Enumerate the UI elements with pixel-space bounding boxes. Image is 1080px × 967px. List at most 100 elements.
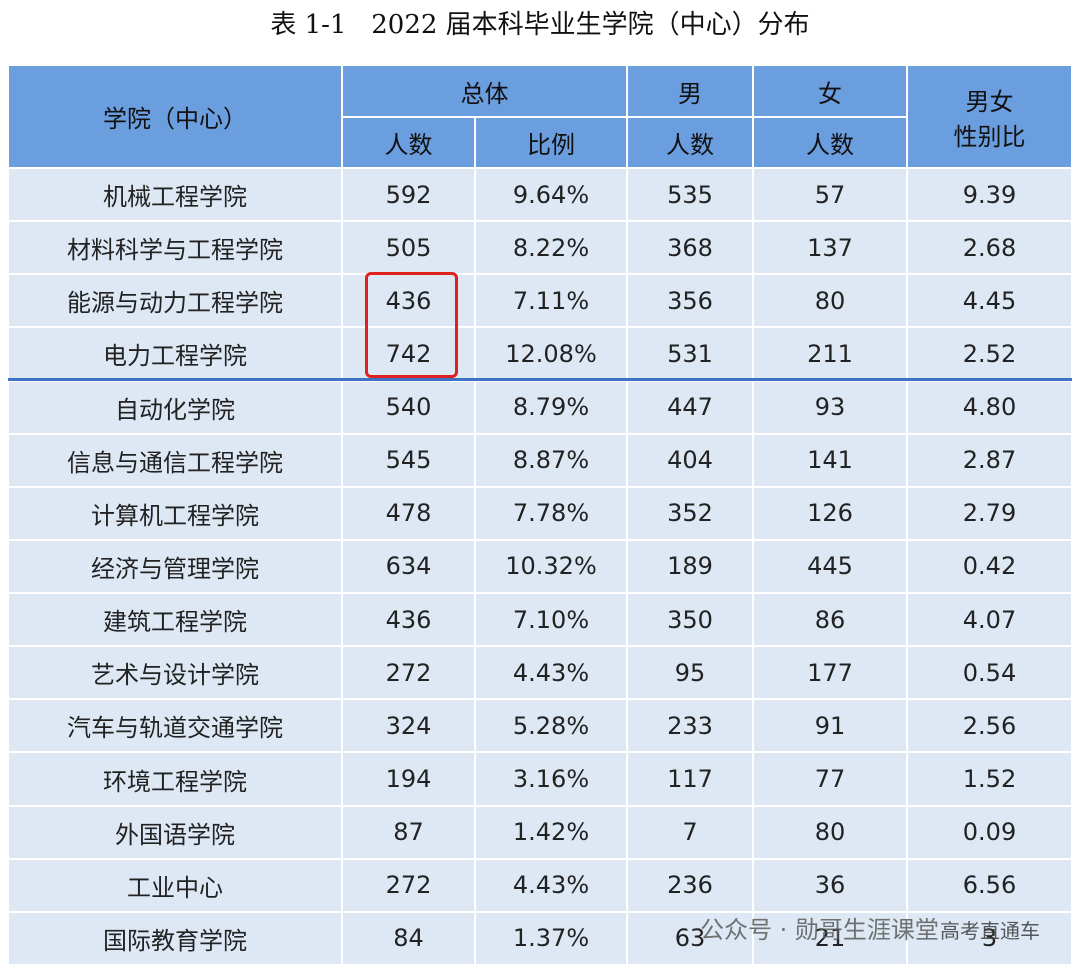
table-cell: 634 <box>342 539 475 594</box>
table-cell: 77 <box>753 752 907 806</box>
table-cell: 2.68 <box>907 221 1072 275</box>
thick-divider <box>8 378 1072 381</box>
table-cell: 9.39 <box>907 168 1072 222</box>
table-cell: 141 <box>753 433 907 487</box>
table-cell: 80 <box>753 274 907 328</box>
table-cell: 84 <box>342 911 475 965</box>
table-cell: 87 <box>342 805 475 859</box>
table-cell: 95 <box>627 646 753 700</box>
table-cell: 324 <box>342 699 475 753</box>
header-line: 性别比 <box>953 122 1026 151</box>
table-cell: 404 <box>627 433 753 487</box>
table-cell: 3 <box>907 911 1072 965</box>
table-cell: 126 <box>753 486 907 540</box>
table-cell: 3.16% <box>475 752 627 806</box>
table-cell: 505 <box>342 221 475 275</box>
header-subcell: 人数 <box>342 117 475 168</box>
table-cell: 445 <box>753 539 907 594</box>
table-cell: 9.64% <box>475 168 627 222</box>
table-cell: 2.52 <box>907 327 1072 381</box>
college-name: 能源与动力工程学院 <box>8 274 342 328</box>
table-cell: 80 <box>753 805 907 859</box>
table-cell: 86 <box>753 593 907 647</box>
table-cell: 93 <box>753 380 907 434</box>
table-cell: 545 <box>342 433 475 487</box>
table-cell: 2.87 <box>907 433 1072 487</box>
college-name: 电力工程学院 <box>8 327 342 381</box>
college-name: 材料科学与工程学院 <box>8 221 342 275</box>
college-name: 自动化学院 <box>8 380 342 434</box>
table-cell: 592 <box>342 168 475 222</box>
table-cell: 8.79% <box>475 380 627 434</box>
header-cell: 总体 <box>342 65 627 117</box>
college-name: 建筑工程学院 <box>8 593 342 647</box>
table-title: 表 1-1 2022 届本科毕业生学院（中心）分布 <box>270 10 810 40</box>
table-cell: 7 <box>627 805 753 859</box>
table-cell: 1.42% <box>475 805 627 859</box>
table-cell: 4.45 <box>907 274 1072 328</box>
table-cell: 8.87% <box>475 433 627 487</box>
table-cell: 36 <box>753 858 907 912</box>
table-cell: 57 <box>753 168 907 222</box>
college-name: 外国语学院 <box>8 805 342 859</box>
table-cell: 117 <box>627 752 753 806</box>
table-cell: 356 <box>627 274 753 328</box>
table-cell: 7.10% <box>475 593 627 647</box>
header-cell: 学院（中心） <box>8 65 342 168</box>
header-subcell: 人数 <box>753 117 907 168</box>
table-cell: 0.09 <box>907 805 1072 859</box>
highlight-box <box>365 272 458 378</box>
table-cell: 0.42 <box>907 539 1072 594</box>
table-cell: 4.80 <box>907 380 1072 434</box>
table-cell: 436 <box>342 274 475 328</box>
table-cell: 272 <box>342 646 475 700</box>
table-cell: 12.08% <box>475 327 627 381</box>
table-cell: 194 <box>342 752 475 806</box>
table-cell: 63 <box>627 911 753 965</box>
table-cell: 368 <box>627 221 753 275</box>
header-line: 男女 <box>965 87 1014 116</box>
header-cell: 女 <box>753 65 907 117</box>
table-cell: 742 <box>342 327 475 381</box>
table-cell: 233 <box>627 699 753 753</box>
header-subcell: 比例 <box>475 117 627 168</box>
table-cell: 2.79 <box>907 486 1072 540</box>
table-cell: 21 <box>753 911 907 965</box>
table-cell: 535 <box>627 168 753 222</box>
header-cell: 男女 性别比 <box>907 65 1072 168</box>
table-cell: 4.43% <box>475 646 627 700</box>
college-name: 艺术与设计学院 <box>8 646 342 700</box>
table-cell: 211 <box>753 327 907 381</box>
college-name: 环境工程学院 <box>8 752 342 806</box>
table-cell: 4.43% <box>475 858 627 912</box>
table-cell: 272 <box>342 858 475 912</box>
header-subcell: 人数 <box>627 117 753 168</box>
header-cell: 男 <box>627 65 753 117</box>
table-cell: 2.56 <box>907 699 1072 753</box>
table-cell: 350 <box>627 593 753 647</box>
table-cell: 7.11% <box>475 274 627 328</box>
college-name: 经济与管理学院 <box>8 539 342 594</box>
college-name: 机械工程学院 <box>8 168 342 222</box>
table-cell: 236 <box>627 858 753 912</box>
table-cell: 0.54 <box>907 646 1072 700</box>
table-cell: 436 <box>342 593 475 647</box>
table-cell: 8.22% <box>475 221 627 275</box>
table-cell: 10.32% <box>475 539 627 594</box>
table-cell: 91 <box>753 699 907 753</box>
college-name: 信息与通信工程学院 <box>8 433 342 487</box>
table-cell: 7.78% <box>475 486 627 540</box>
table-cell: 6.56 <box>907 858 1072 912</box>
table-cell: 137 <box>753 221 907 275</box>
table-cell: 531 <box>627 327 753 381</box>
table-cell: 5.28% <box>475 699 627 753</box>
table-cell: 352 <box>627 486 753 540</box>
watermark: 高考直通车 <box>940 919 1040 943</box>
table-cell: 189 <box>627 539 753 594</box>
table-cell: 478 <box>342 486 475 540</box>
table-cell: 1.52 <box>907 752 1072 806</box>
college-name: 计算机工程学院 <box>8 486 342 540</box>
table-cell: 177 <box>753 646 907 700</box>
table-cell: 4.07 <box>907 593 1072 647</box>
